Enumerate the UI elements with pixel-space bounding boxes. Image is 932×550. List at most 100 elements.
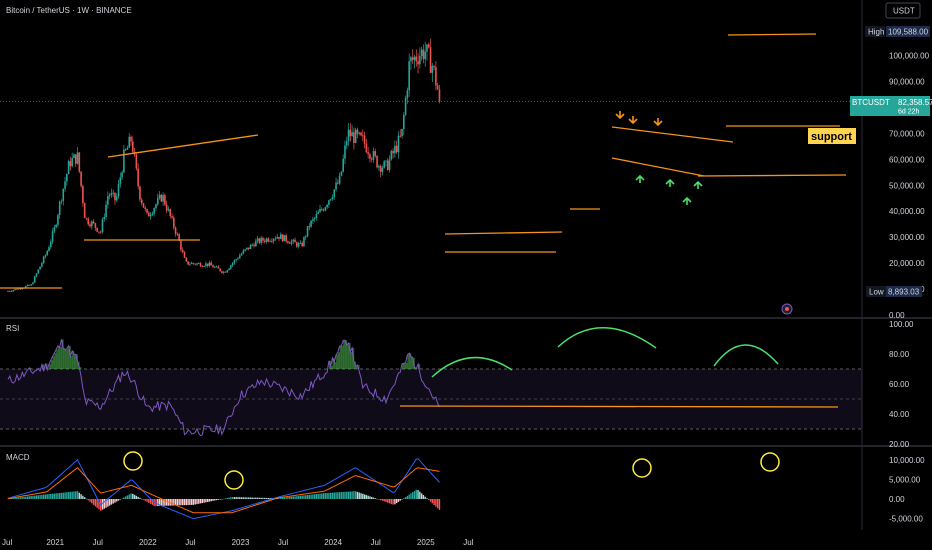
candle-body — [322, 209, 325, 211]
rsi-drawings[interactable] — [399, 327, 839, 408]
candle-body — [408, 61, 410, 91]
macd-histogram-bar — [160, 499, 163, 506]
macd-histogram-bar — [401, 499, 403, 500]
candle-body — [256, 238, 259, 241]
macd-histogram-bar — [190, 499, 193, 505]
macd-histogram-bar — [78, 492, 81, 499]
candle-body — [199, 263, 202, 267]
candle-body — [401, 128, 403, 137]
price-tick-label: 40,000.00 — [889, 207, 925, 216]
high-label: High — [868, 28, 884, 37]
candle-body — [165, 204, 168, 211]
up-arrow-icon — [693, 180, 703, 189]
macd-histogram-bar — [404, 497, 407, 499]
macd-histogram-bar — [315, 494, 318, 499]
macd-histogram-bar — [417, 490, 419, 499]
support-callout[interactable] — [808, 128, 856, 144]
macd-histogram-bar — [419, 491, 421, 499]
macd-histogram-bar — [208, 499, 211, 502]
trendline — [107, 134, 259, 158]
candle-body — [35, 273, 38, 277]
macd-histogram-bar — [231, 497, 234, 499]
candle-body — [156, 197, 159, 205]
time-axis[interactable]: Jul 2021 Jul 2022 Jul 2023 Jul 2024 Jul 2025 Jul — [2, 538, 474, 547]
chart-title: Bitcoin / TetherUS · 1W · BINANCE — [6, 6, 132, 15]
time-label: Jul — [2, 538, 12, 547]
macd-circle-drawings[interactable] — [123, 451, 780, 490]
time-label: 2024 — [324, 538, 342, 547]
macd-histogram-bar — [410, 493, 412, 499]
macd-histogram-bar — [424, 496, 426, 499]
candle-body — [404, 98, 407, 115]
macd-histogram-bar — [347, 491, 350, 499]
macd-histogram-bar — [34, 495, 36, 499]
candle-body — [296, 242, 298, 247]
macd-histogram-bar — [185, 499, 187, 506]
price-axis[interactable]: USDT 100,000.0090,000.0080,000.0070,000.… — [850, 2, 932, 524]
macd-histogram-bar — [397, 499, 400, 502]
candle-body — [353, 132, 355, 143]
candle-body — [394, 145, 396, 154]
last-price-badge — [896, 96, 930, 116]
macd-histogram-bar — [87, 499, 89, 501]
candle-body — [176, 233, 179, 235]
macd-histogram-bar — [281, 497, 284, 499]
macd-histogram-bar — [267, 497, 270, 499]
macd-histogram-bar — [89, 499, 91, 502]
macd-histogram-bar — [35, 495, 38, 499]
price-pane[interactable]: Bitcoin / TetherUS · 1W · BINANCE — [0, 6, 862, 292]
macd-histogram-bar — [296, 496, 298, 499]
macd-histogram-bar — [210, 499, 212, 502]
candle-body — [281, 234, 284, 242]
rsi-overbought-fill — [355, 366, 358, 369]
macd-histogram-bar — [265, 497, 268, 499]
candle-body — [331, 197, 334, 200]
candle-body — [426, 44, 428, 52]
macd-histogram-bar — [51, 493, 54, 499]
macd-histogram-bar — [406, 495, 409, 499]
macd-histogram-bar — [385, 499, 387, 503]
rsi-overbought-fill — [65, 350, 68, 369]
macd-histogram-bar — [59, 492, 61, 499]
rsi-overbought-fill — [337, 352, 340, 369]
candle-body — [98, 231, 100, 233]
macd-histogram-bar — [91, 499, 93, 504]
macd-histogram-bar — [19, 497, 22, 499]
macd-histogram-bar — [395, 499, 398, 504]
macd-pane[interactable]: MACD — [6, 451, 780, 520]
candle-body — [337, 182, 339, 184]
candle-body — [313, 217, 316, 219]
macd-histogram-bar — [264, 497, 266, 499]
candle-body — [39, 266, 41, 270]
candle-body — [49, 241, 52, 248]
macd-histogram-bar — [57, 493, 59, 499]
candle-body — [28, 284, 31, 286]
candle-body — [17, 288, 20, 290]
currency-button[interactable] — [885, 2, 921, 19]
symbol-badge — [850, 96, 896, 116]
macd-histogram-bar — [292, 496, 294, 499]
macd-histogram-bar — [164, 499, 166, 506]
candle-body — [287, 241, 289, 243]
trendline-drawings[interactable] — [0, 33, 847, 289]
candle-body — [94, 223, 97, 228]
rsi-pane[interactable]: RSI — [0, 324, 862, 437]
time-label: Jul — [185, 538, 195, 547]
macd-histogram-bar — [340, 492, 343, 499]
macd-histogram-bar — [96, 499, 98, 508]
candle-body — [435, 67, 437, 86]
macd-histogram-bar — [69, 491, 72, 499]
candle-body — [247, 247, 250, 249]
candle-body — [87, 218, 90, 225]
candle-body — [246, 247, 248, 250]
candle-body — [114, 192, 116, 201]
macd-histogram-bar — [228, 497, 230, 499]
macd-histogram-bar — [199, 499, 202, 504]
macd-histogram-bar — [326, 492, 328, 499]
candle-body — [301, 242, 303, 247]
time-label: Jul — [463, 538, 473, 547]
macd-histogram-bar — [116, 499, 118, 502]
candle-body — [369, 154, 371, 159]
candle-body — [420, 49, 423, 56]
